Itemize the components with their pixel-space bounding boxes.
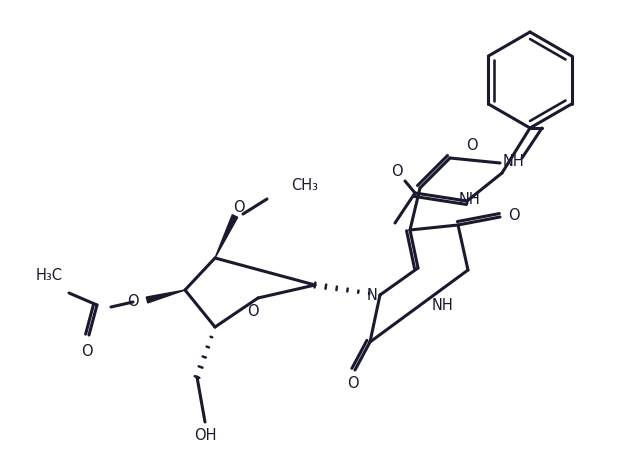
Text: O: O xyxy=(81,344,93,359)
Text: H₃C: H₃C xyxy=(35,267,63,282)
Polygon shape xyxy=(146,290,185,303)
Text: O: O xyxy=(247,305,259,320)
Polygon shape xyxy=(215,215,237,258)
Text: O: O xyxy=(466,139,478,154)
Text: N: N xyxy=(367,288,378,303)
Text: NH: NH xyxy=(431,298,453,313)
Text: O: O xyxy=(508,207,520,222)
Text: O: O xyxy=(391,164,403,179)
Text: O: O xyxy=(233,201,245,216)
Text: O: O xyxy=(127,295,139,310)
Text: CH₃: CH₃ xyxy=(291,179,318,194)
Text: NH: NH xyxy=(458,191,480,206)
Text: O: O xyxy=(347,376,359,392)
Text: NH: NH xyxy=(503,154,525,169)
Text: OH: OH xyxy=(194,429,216,444)
